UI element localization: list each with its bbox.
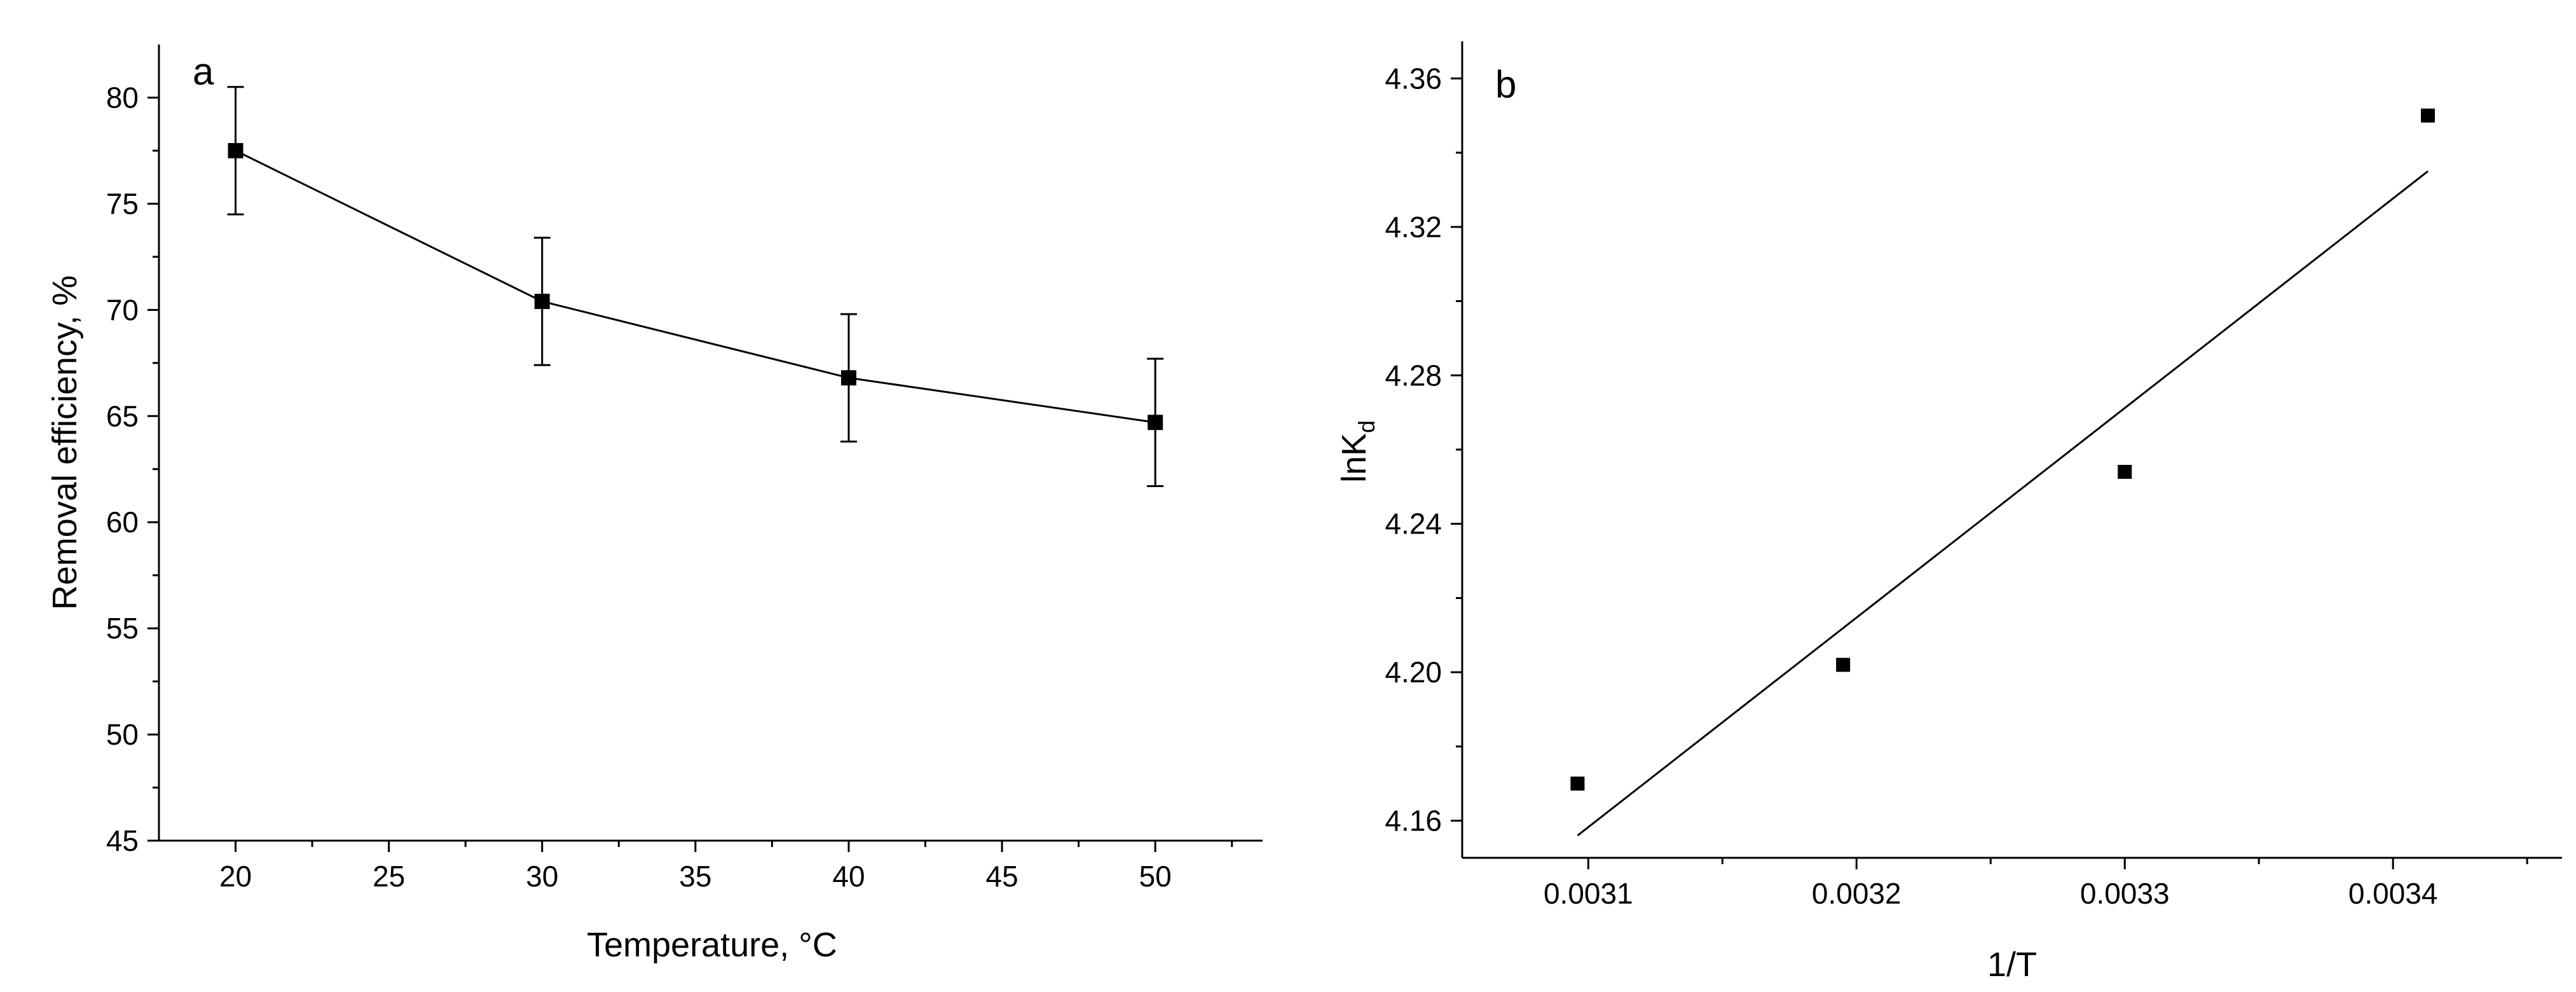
panel-b-x-tick-label: 0.0034 [2348, 877, 2438, 910]
panel-a-data-point [534, 293, 550, 309]
panel-a-x-tick-label: 50 [1139, 860, 1172, 893]
panel-a-series-line-group [235, 149, 1156, 424]
panel-a-label: a [193, 50, 214, 93]
panel-b-fit-line [1577, 170, 2429, 837]
panel-b-y-tick-label: 4.36 [1385, 62, 1442, 95]
panel-a-y-tick-label: 50 [106, 718, 139, 751]
panel-a-x-tick-label: 25 [373, 860, 405, 893]
panel-b-y-axis-title-main: lnK [1335, 433, 1373, 483]
panel-a-data-points [228, 142, 1163, 431]
panel-a-data-point [841, 370, 856, 386]
panel-a-y-tick-label: 75 [106, 187, 139, 220]
panel-a-y-tick-label: 45 [106, 824, 139, 857]
panel-b-x-axis-title: 1/T [1987, 946, 2037, 984]
panel-b-label: b [1495, 63, 1516, 106]
panel-b-x-tick-label: 0.0032 [1812, 877, 1901, 910]
panel-b-y-tick-label: 4.16 [1385, 804, 1442, 837]
chart-panel-a: a Temperature, °C Removal efficiency, % … [46, 45, 1263, 964]
panel-a-x-tick-label: 40 [832, 860, 865, 893]
chart-panel-b: b 1/T lnKd 0.0031 0.0032 0.0033 0.0034 4.16 4… [1335, 41, 2562, 984]
panel-b-y-tick-label: 4.32 [1385, 210, 1442, 244]
panel-b-data-point [1836, 658, 1851, 672]
panel-a-x-axis-title: Temperature, °C [587, 926, 837, 964]
panel-b-data-point [2118, 465, 2132, 479]
panel-b-fit-line-group [1577, 170, 2429, 837]
panel-a-series-line [235, 149, 1156, 424]
panel-a-y-tick-label: 65 [106, 399, 139, 432]
panel-b-ticks: 0.0031 0.0032 0.0033 0.0034 4.16 4.20 4.24 4.28… [1385, 62, 2528, 910]
panel-a-x-tick-label: 30 [526, 860, 558, 893]
panel-a-data-point [1148, 415, 1163, 431]
panel-b-data-point [1570, 776, 1585, 791]
panel-a-y-tick-label: 70 [106, 293, 139, 326]
panel-b-data-points [1570, 108, 2436, 791]
panel-a-data-point [228, 142, 243, 158]
panel-b-y-tick-label: 4.20 [1385, 656, 1442, 689]
panel-b-y-axis-title: lnKd [1335, 420, 1380, 483]
panel-a-x-tick-label: 35 [679, 860, 711, 893]
panel-a-y-axis-title: Removal efficiency, % [46, 275, 84, 610]
panel-a-error-bars [227, 86, 1164, 487]
panel-a-y-tick-label: 55 [106, 612, 139, 645]
panel-b-y-tick-label: 4.28 [1385, 359, 1442, 392]
panel-b-x-tick-label: 0.0031 [1544, 877, 1633, 910]
panel-b-x-tick-label: 0.0033 [2080, 877, 2170, 910]
panel-a-ticks: 20 25 30 35 40 45 50 45 50 55 60 65 70 75 80 [106, 81, 1233, 893]
panel-a-x-tick-label: 20 [219, 860, 252, 893]
panel-b-y-tick-label: 4.24 [1385, 507, 1442, 541]
panel-a-y-tick-label: 60 [106, 506, 139, 539]
panel-b-y-axis-title-subscript: d [1353, 420, 1380, 433]
panel-a-x-tick-label: 45 [986, 860, 1018, 893]
panel-a-y-tick-label: 80 [106, 81, 139, 114]
panel-b-data-point [2421, 108, 2436, 123]
